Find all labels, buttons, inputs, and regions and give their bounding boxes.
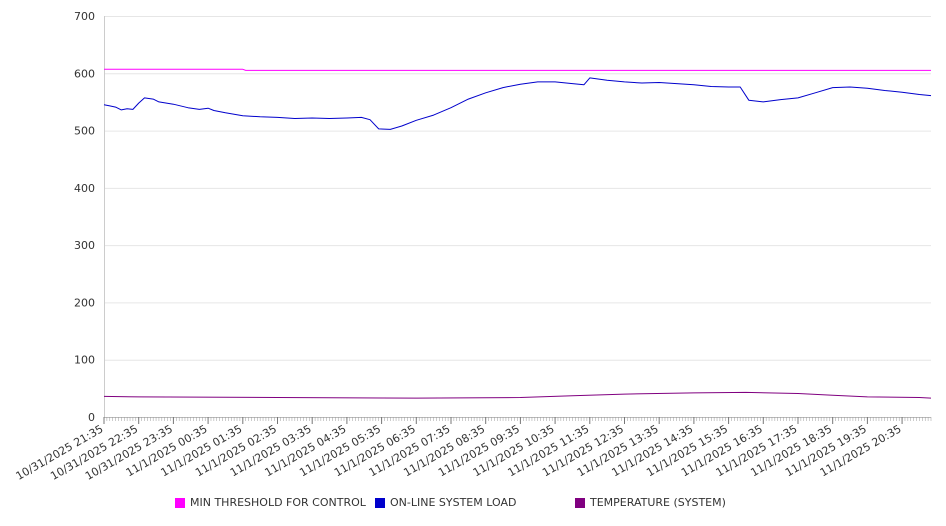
- legend-label-temperature: TEMPERATURE (SYSTEM): [590, 496, 726, 509]
- legend-item-temperature[interactable]: TEMPERATURE (SYSTEM): [575, 496, 726, 509]
- legend-swatch-system-load: [375, 497, 385, 508]
- legend-swatch-min-threshold: [175, 497, 185, 508]
- legend: MIN THRESHOLD FOR CONTROL ON-LINE SYSTEM…: [0, 496, 946, 516]
- y-tick-label-200: 200: [74, 296, 95, 309]
- gridlines: [104, 16, 931, 361]
- y-tick-label-700: 700: [74, 10, 95, 23]
- legend-label-system-load: ON-LINE SYSTEM LOAD: [390, 496, 517, 509]
- axes: [103, 16, 932, 424]
- y-tick-label-600: 600: [74, 67, 95, 80]
- y-tick-label-500: 500: [74, 125, 95, 138]
- series-line-min-threshold-for-control: [104, 68, 931, 71]
- y-tick-label-0: 0: [88, 411, 95, 424]
- y-tick-label-400: 400: [74, 182, 95, 195]
- series-line-on-line-system-load: [103, 77, 932, 130]
- y-tick-label-100: 100: [74, 354, 95, 367]
- series-lines: [103, 68, 932, 399]
- legend-item-min-threshold[interactable]: MIN THRESHOLD FOR CONTROL: [175, 496, 366, 509]
- legend-item-system-load[interactable]: ON-LINE SYSTEM LOAD: [375, 496, 516, 509]
- y-tick-labels: 0 100 200 300 400 500 600 700: [74, 10, 95, 424]
- legend-swatch-temperature: [575, 497, 585, 508]
- series-line-temperature-system: [103, 391, 932, 399]
- y-tick-label-300: 300: [74, 239, 95, 252]
- legend-label-min-threshold: MIN THRESHOLD FOR CONTROL: [190, 496, 366, 509]
